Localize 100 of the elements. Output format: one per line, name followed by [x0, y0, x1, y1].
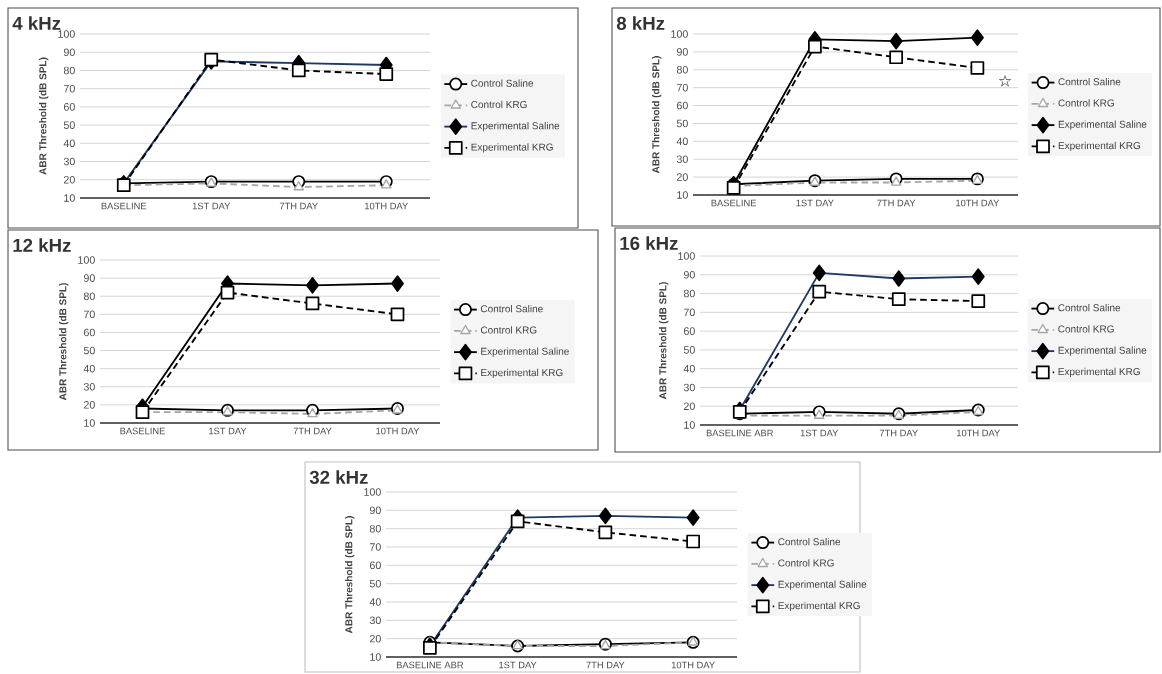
x-tick-label: 1ST DAY — [800, 429, 839, 437]
y-tick-label: 40 — [369, 598, 381, 606]
y-tick-label: 100 — [58, 30, 75, 38]
y-tick-label: 50 — [683, 346, 695, 354]
chart-title: 32 kHz — [309, 470, 368, 484]
legend-label: Experimental KRG — [1058, 141, 1141, 152]
legend-label: Control Saline — [480, 304, 543, 313]
y-tick-label: 60 — [683, 327, 695, 335]
y-tick-label: 90 — [683, 271, 695, 279]
legend-label: Control Saline — [471, 79, 534, 87]
x-tick-label: 10TH DAY — [365, 202, 409, 210]
x-tick-label: 1ST DAY — [499, 661, 537, 669]
y-tick-label: 20 — [676, 173, 688, 181]
y-tick-label: 30 — [369, 616, 381, 625]
x-tick-label: 10TH DAY — [957, 429, 1001, 437]
legend-label: Control KRG — [1058, 99, 1114, 107]
legend-label: Experimental KRG — [471, 143, 553, 153]
y-tick-label: 70 — [63, 84, 75, 93]
y-tick-label: 80 — [83, 292, 95, 301]
chart-title: 16 kHz — [620, 236, 678, 250]
y-tick-label: 70 — [369, 543, 381, 551]
y-tick-label: 50 — [83, 346, 95, 355]
legend-label: Experimental KRG — [481, 368, 563, 379]
x-tick-label: BASELINE — [101, 202, 147, 210]
legend-label: Control Saline — [1058, 303, 1121, 312]
legend-label: Experimental Saline — [778, 580, 867, 590]
y-tick-label: 90 — [369, 506, 381, 515]
y-tick-label: 10 — [677, 191, 688, 199]
legend-label: Experimental KRG — [1058, 367, 1140, 378]
x-tick-label: 1ST DAY — [192, 202, 231, 210]
y-tick-label: 70 — [683, 308, 695, 317]
x-tick-label: 7TH DAY — [293, 427, 332, 435]
y-tick-label: 100 — [364, 488, 381, 496]
y-tick-label: 40 — [63, 139, 75, 148]
x-tick-label: 10TH DAY — [956, 199, 1000, 207]
y-tick-label: 100 — [671, 30, 688, 38]
y-tick-label: 20 — [683, 402, 695, 410]
y-tick-label: 70 — [676, 83, 688, 92]
legend-label: Experimental KRG — [778, 601, 860, 612]
annotation: ☆ — [998, 74, 1012, 87]
y-tick-label: 40 — [683, 364, 695, 373]
y-tick-label: 80 — [683, 289, 695, 298]
y-tick-label: 30 — [676, 155, 688, 163]
y-tick-label: 90 — [63, 48, 75, 56]
y-tick-label: 80 — [369, 524, 381, 533]
x-tick-label: 1ST DAY — [796, 199, 834, 207]
y-axis-title: ABR Threshold (dB SPL) — [59, 283, 69, 401]
legend-label: Control Saline — [778, 537, 841, 546]
x-tick-label: BASELINE — [120, 427, 165, 435]
y-tick-label: 60 — [63, 103, 75, 111]
y-tick-label: 100 — [78, 256, 95, 264]
y-axis-title: ABR Threshold (dB SPL) — [652, 56, 662, 174]
x-tick-label: 7TH DAY — [877, 199, 916, 207]
y-tick-label: 10 — [84, 419, 95, 427]
legend-label: Control Saline — [1058, 77, 1121, 86]
y-tick-label: 10 — [684, 421, 695, 429]
chart-title: 4 kHz — [12, 16, 61, 30]
y-tick-label: 80 — [63, 66, 75, 75]
legend-label: Control KRG — [480, 326, 537, 334]
y-tick-label: 20 — [83, 401, 95, 409]
y-tick-label: 30 — [63, 157, 75, 166]
legend-label: Experimental Saline — [1058, 346, 1147, 356]
chart-title: 12 kHz — [13, 238, 71, 252]
y-tick-label: 90 — [676, 48, 688, 56]
x-tick-label: BASELINE — [711, 199, 757, 207]
x-tick-label: 7TH DAY — [879, 429, 918, 437]
y-tick-label: 50 — [369, 579, 381, 588]
y-tick-label: 40 — [676, 137, 688, 146]
x-tick-label: 1ST DAY — [209, 427, 247, 435]
x-tick-label: 7TH DAY — [279, 202, 318, 210]
legend-label: Experimental Saline — [481, 347, 569, 357]
y-tick-label: 10 — [370, 653, 381, 661]
y-tick-label: 90 — [83, 274, 95, 282]
y-tick-label: 60 — [83, 328, 95, 337]
y-tick-label: 80 — [676, 66, 688, 74]
y-tick-label: 50 — [63, 121, 75, 129]
legend-label: Control KRG — [471, 100, 527, 109]
y-tick-label: 30 — [83, 383, 95, 391]
y-tick-label: 50 — [676, 119, 688, 128]
legend-label: Control KRG — [1058, 325, 1114, 333]
y-axis-title: ABR Threshold (dB SPL) — [345, 516, 355, 634]
y-tick-label: 60 — [369, 561, 381, 570]
x-tick-label: BASELINE ABR — [396, 661, 464, 669]
y-axis-title: ABR Threshold (dB SPL) — [39, 57, 49, 175]
legend-label: Experimental Saline — [471, 122, 560, 132]
y-axis-title: ABR Threshold (dB SPL) — [659, 282, 669, 400]
legend-label: Control KRG — [778, 559, 834, 567]
y-tick-label: 20 — [369, 634, 381, 643]
chart-title: 8 kHz — [616, 16, 665, 30]
y-tick-label: 60 — [676, 101, 688, 110]
y-tick-label: 70 — [83, 310, 95, 319]
y-tick-label: 40 — [83, 364, 95, 373]
x-tick-label: 10TH DAY — [376, 427, 420, 435]
y-tick-label: 100 — [678, 252, 695, 260]
legend-label: Experimental Saline — [1058, 120, 1147, 130]
y-tick-label: 20 — [63, 176, 75, 184]
x-tick-label: BASELINE ABR — [706, 429, 774, 437]
y-tick-label: 10 — [64, 194, 75, 202]
x-tick-label: 10TH DAY — [671, 661, 715, 669]
y-tick-label: 30 — [683, 383, 695, 392]
